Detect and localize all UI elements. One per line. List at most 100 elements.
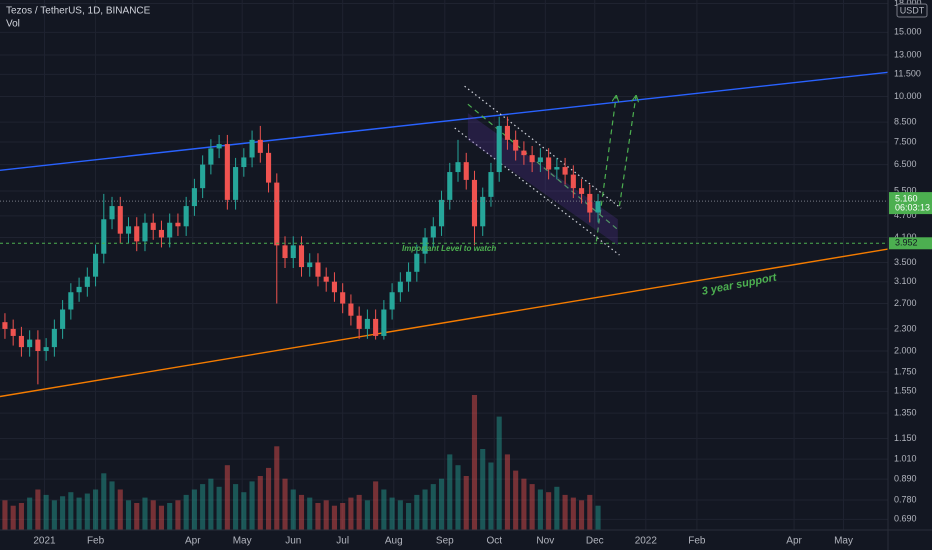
candle-body — [471, 179, 478, 227]
candle-body — [60, 309, 66, 329]
volume-bar — [60, 496, 66, 530]
y-tick-label: 2.700 — [894, 298, 917, 308]
volume-bar — [191, 489, 197, 530]
volume-bar — [200, 484, 206, 530]
volume-bar — [265, 467, 272, 530]
volume-bar — [488, 462, 494, 530]
candle-body — [579, 188, 585, 194]
volume-bar — [2, 500, 8, 530]
candle-body — [93, 253, 99, 277]
candle-body — [414, 253, 420, 272]
candle-body — [496, 125, 502, 173]
candle-body — [570, 174, 576, 189]
volume-bar — [274, 446, 280, 530]
volume-bar — [356, 494, 362, 530]
y-tick-label: 0.690 — [894, 514, 917, 524]
trend-line — [467, 103, 619, 231]
candle-body — [290, 245, 296, 259]
y-tick-label: 1.010 — [894, 453, 917, 463]
volume-bar — [570, 497, 576, 530]
volume-bar — [233, 484, 239, 530]
volume-bar — [340, 503, 346, 530]
volume-bar — [298, 494, 305, 530]
volume-bar — [101, 473, 107, 530]
y-tick-label: 4.100 — [894, 232, 917, 242]
volume-bar — [587, 494, 593, 530]
candle-body — [488, 172, 494, 197]
y-tick-label: 0.890 — [894, 473, 917, 483]
volume-bar — [216, 486, 222, 530]
volume-bar — [183, 494, 189, 530]
y-tick-label: 3.500 — [894, 257, 917, 267]
currency-box[interactable] — [896, 3, 928, 18]
x-tick-label: Feb — [688, 536, 706, 547]
volume-bar — [595, 505, 601, 530]
candle-body — [422, 237, 428, 254]
candle-body — [76, 286, 82, 293]
y-tick-label: 2.000 — [894, 345, 917, 355]
x-tick-label: Nov — [536, 536, 554, 547]
candle-body — [2, 322, 8, 329]
candle-body — [158, 229, 165, 238]
candle-body — [282, 245, 288, 259]
candle-body — [340, 292, 346, 304]
volume-bar — [414, 494, 420, 530]
volume-bar — [134, 503, 140, 530]
volume-bar — [480, 449, 486, 530]
last-price-label: 5.160 — [895, 193, 918, 203]
candle-body — [356, 315, 362, 329]
volume-bar — [150, 500, 156, 530]
candle-body — [208, 148, 214, 165]
currency[interactable]: USDT — [900, 5, 925, 15]
candle-body — [331, 281, 337, 293]
volume-bar — [18, 503, 24, 530]
candle-body — [529, 155, 535, 163]
candle-body — [455, 162, 461, 173]
candle-body — [224, 144, 230, 200]
y-tick-label: 8.500 — [894, 117, 917, 127]
y-tick-label: 15.000 — [894, 27, 922, 37]
candle-body — [373, 318, 379, 336]
volume-bar — [68, 492, 74, 530]
candle-body — [397, 281, 403, 293]
x-tick-label: 2022 — [635, 536, 658, 547]
candle-body — [265, 152, 272, 183]
y-tick-label: 0.780 — [894, 494, 917, 504]
candle-body — [35, 339, 41, 352]
volume-bar — [167, 503, 173, 530]
level-tag — [889, 237, 932, 250]
x-tick-label: Apr — [185, 536, 201, 547]
volume-bar — [504, 454, 510, 530]
volume-bar — [76, 497, 82, 530]
x-tick-label: Feb — [87, 536, 105, 547]
x-tick-label: Aug — [385, 536, 403, 547]
volume-bar — [529, 484, 535, 530]
trend-line — [464, 85, 622, 209]
volume-bar — [373, 481, 379, 530]
volume-bar — [51, 500, 57, 530]
volume-bar — [10, 505, 16, 530]
volume-bar — [224, 465, 230, 530]
level-label: 3.952 — [895, 238, 918, 248]
x-tick-label: Jun — [285, 536, 301, 547]
volume-bar — [142, 497, 148, 530]
y-tick-label: 2.300 — [894, 323, 917, 333]
candle-body — [307, 262, 313, 268]
drawings — [0, 71, 889, 398]
volume-bar — [158, 505, 165, 530]
candle-body — [18, 335, 24, 348]
candle-body — [546, 157, 552, 170]
volume-bar — [331, 505, 337, 530]
volume-bar — [447, 454, 453, 530]
candle-body — [10, 328, 16, 336]
volume-bar — [43, 494, 49, 530]
volume-bar — [406, 503, 412, 530]
chart-title: Tezos / TetherUS, 1D, BINANCE — [6, 6, 151, 17]
candles — [2, 116, 601, 385]
volume-bar — [323, 500, 329, 530]
candle-body — [504, 125, 510, 140]
candle-body — [298, 245, 305, 268]
volume-bar — [521, 478, 527, 530]
volume-bar — [537, 489, 543, 530]
